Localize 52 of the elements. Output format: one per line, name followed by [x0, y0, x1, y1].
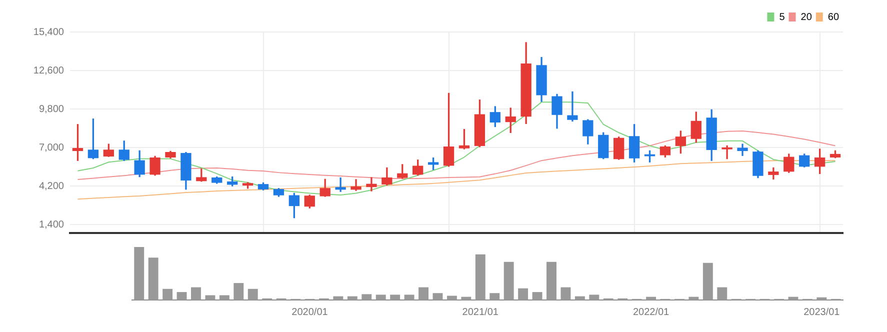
- bar: [162, 288, 173, 300]
- bar: [432, 293, 443, 300]
- bar: [219, 295, 230, 300]
- bar: [234, 283, 244, 300]
- bar: [362, 294, 372, 300]
- candlestick: [350, 179, 362, 191]
- bar: [148, 258, 158, 300]
- candlestick: [567, 91, 578, 122]
- bar: [418, 287, 428, 300]
- candlestick: [366, 177, 377, 192]
- candlestick: [722, 145, 732, 160]
- bar: [702, 262, 713, 300]
- bar: [461, 296, 472, 300]
- bar: [390, 294, 400, 300]
- bar: [816, 297, 827, 300]
- y-tick-label: 9,800: [38, 104, 64, 115]
- x-tick-label: 2021/01: [462, 306, 499, 318]
- legend-label: 60: [828, 12, 840, 23]
- legend-label: 20: [800, 12, 812, 23]
- bar: [518, 288, 528, 300]
- bar: [546, 262, 556, 300]
- bar: [574, 296, 585, 300]
- candlestick: [335, 177, 346, 192]
- y-tick-label: 1,400: [38, 219, 64, 230]
- bar: [347, 296, 358, 300]
- x-tick-label: 2023/01: [804, 306, 840, 318]
- bar: [248, 288, 258, 300]
- bar: [490, 293, 500, 300]
- bar: [560, 287, 571, 300]
- bar: [532, 292, 542, 300]
- bar: [646, 296, 656, 300]
- bar: [504, 262, 514, 300]
- bar: [191, 287, 201, 300]
- bar: [788, 296, 798, 300]
- bar: [404, 294, 414, 300]
- y-tick-label: 4,200: [38, 180, 64, 192]
- bar: [717, 287, 728, 300]
- bar: [333, 296, 344, 300]
- legend-label: 5: [779, 12, 786, 23]
- y-tick-label: 15,400: [33, 26, 64, 38]
- bar: [376, 294, 386, 300]
- x-tick-label: 2022/01: [632, 306, 670, 318]
- bar: [475, 254, 486, 300]
- bar: [176, 292, 187, 300]
- bar: [589, 294, 600, 300]
- bar: [134, 247, 144, 300]
- bar: [205, 295, 216, 300]
- bar: [446, 296, 457, 300]
- y-tick-label: 12,600: [33, 65, 64, 76]
- bar: [688, 296, 699, 300]
- x-tick-label: 2020/01: [292, 306, 328, 318]
- y-tick-label: 7,000: [38, 142, 64, 154]
